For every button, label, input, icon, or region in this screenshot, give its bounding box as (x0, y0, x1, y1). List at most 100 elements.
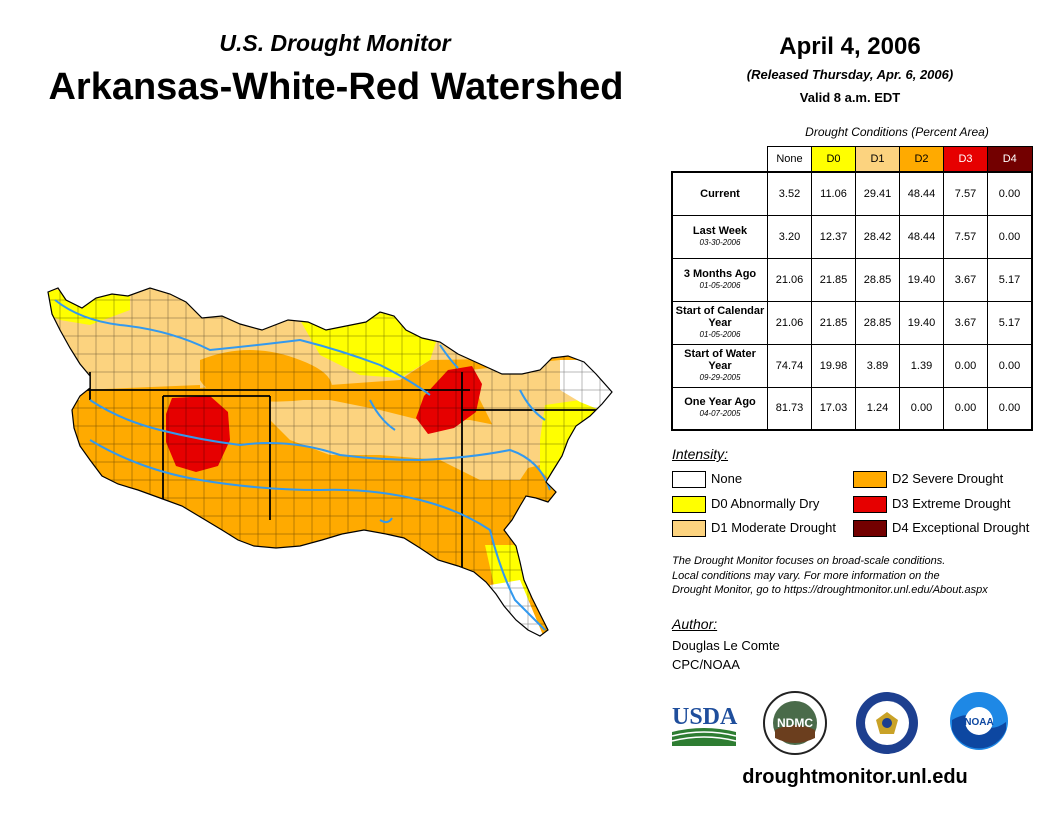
table-cell: 0.00 (899, 386, 944, 431)
table-cell: 0.00 (943, 343, 988, 388)
legend-label: D3 Extreme Drought (892, 496, 1011, 511)
legend-label: D2 Severe Drought (892, 471, 1004, 486)
table-cell: 28.85 (855, 300, 900, 345)
legend-label: D4 Exceptional Drought (892, 520, 1030, 535)
note-line-3: Drought Monitor, go to https://droughtmo… (672, 584, 988, 596)
header-d4: D4 (987, 146, 1033, 173)
disclaimer-note: The Drought Monitor focuses on broad-sca… (672, 554, 1042, 598)
row-label-text: One Year Ago (684, 396, 756, 409)
ndmc-logo-text: NDMC (777, 716, 813, 730)
table-cell: 3.67 (943, 300, 988, 345)
legend-label: D1 Moderate Drought (711, 520, 837, 535)
table-cell: 74.74 (767, 343, 812, 388)
row-label-text: Start of Calendar Year (675, 304, 765, 329)
table-row: One Year Ago 04-07-2005 81.73 17.03 1.24 0.00… (671, 386, 1033, 431)
table-cell: 28.85 (855, 257, 900, 302)
watershed-map (47, 287, 613, 637)
author-name: Douglas Le Comte (672, 638, 780, 653)
row-label: Current (671, 171, 768, 216)
table-cell: 21.85 (811, 300, 856, 345)
table-cell: 5.17 (987, 257, 1033, 302)
usda-logo: USDA (671, 704, 738, 746)
table-cell: 19.98 (811, 343, 856, 388)
table-cell: 7.57 (943, 171, 988, 216)
legend-title: Intensity: (672, 446, 729, 462)
table-caption: Drought Conditions (Percent Area) (805, 125, 989, 139)
table-row: Start of Calendar Year 01-05-2006 21.06 21.… (671, 300, 1033, 345)
table-cell: 21.85 (811, 257, 856, 302)
legend-swatch (672, 520, 706, 537)
table-cell: 21.06 (767, 257, 812, 302)
table-cell: 19.40 (899, 257, 944, 302)
legend-swatch (853, 496, 887, 513)
table-row: Last Week 03-30-2006 3.20 12.37 28.42 48.44 7.… (671, 214, 1033, 259)
table-cell: 12.37 (811, 214, 856, 259)
drought-conditions-table: None D0 D1 D2 D3 D4 Current 3.52 11.06 29.4… (671, 146, 1033, 431)
table-cell: 28.42 (855, 214, 900, 259)
table-row: Start of Water Year 09-29-2005 74.74 19.98 3… (671, 343, 1033, 388)
website-url[interactable]: droughtmonitor.unl.edu (742, 766, 968, 788)
table-cell: 0.00 (943, 386, 988, 431)
header-d2: D2 (899, 146, 944, 173)
row-label-text: 3 Months Ago (683, 267, 757, 280)
table-cell: 3.52 (767, 171, 812, 216)
table-cell: 29.41 (855, 171, 900, 216)
table-header-row: None D0 D1 D2 D3 D4 (672, 146, 1033, 173)
row-label-text: Current (700, 187, 740, 200)
row-label: Start of Calendar Year 01-05-2006 (671, 300, 768, 345)
table-cell: 3.20 (767, 214, 812, 259)
legend-swatch (672, 496, 706, 513)
table-cell: 3.89 (855, 343, 900, 388)
legend-swatch (672, 471, 706, 488)
header-d1: D1 (855, 146, 900, 173)
note-line-1: The Drought Monitor focuses on broad-sca… (672, 555, 946, 567)
table-cell: 19.40 (899, 300, 944, 345)
header-d0: D0 (811, 146, 856, 173)
table-cell: 81.73 (767, 386, 812, 431)
table-cell: 7.57 (943, 214, 988, 259)
header-none: None (767, 146, 812, 173)
table-cell: 48.44 (899, 171, 944, 216)
ndmc-logo: NDMC (763, 691, 827, 755)
row-label: Last Week 03-30-2006 (671, 214, 768, 259)
legend-swatch (853, 520, 887, 537)
legend-swatch (853, 471, 887, 488)
legend-label: D0 Abnormally Dry (711, 496, 820, 511)
table-cell: 11.06 (811, 171, 856, 216)
valid-time: Valid 8 a.m. EDT (799, 90, 901, 105)
row-date: 03-30-2006 (699, 237, 741, 247)
table-cell: 21.06 (767, 300, 812, 345)
usda-logo-text: USDA (672, 704, 738, 730)
row-label: Start of Water Year 09-29-2005 (671, 343, 768, 388)
legend-label: None (711, 471, 743, 486)
table-cell: 0.00 (987, 386, 1033, 431)
author-org: CPC/NOAA (672, 657, 740, 672)
map-subtitle: U.S. Drought Monitor (219, 30, 451, 56)
row-date: 01-05-2006 (699, 329, 741, 339)
table-cell: 0.00 (987, 343, 1033, 388)
note-line-2: Local conditions may vary. For more info… (672, 569, 940, 582)
noaa-logo-text: NOAA (964, 717, 993, 728)
author-title: Author: (672, 616, 718, 632)
row-date: 04-07-2005 (699, 409, 741, 419)
table-row: 3 Months Ago 01-05-2006 21.06 21.85 28.85 19.… (671, 257, 1033, 302)
table-cell: 0.00 (987, 214, 1033, 259)
release-date: (Released Thursday, Apr. 6, 2006) (746, 67, 954, 82)
table-cell: 17.03 (811, 386, 856, 431)
noaa-logo: NOAA (950, 692, 1008, 750)
row-label: One Year Ago 04-07-2005 (671, 386, 768, 431)
row-label-text: Start of Water Year (684, 347, 756, 372)
table-cell: 0.00 (987, 171, 1033, 216)
row-date: 09-29-2005 (699, 372, 741, 382)
map-date: April 4, 2006 (779, 33, 921, 60)
row-date: 01-05-2006 (699, 280, 741, 290)
row-label-text: Last Week (692, 224, 748, 237)
table-row: Current 3.52 11.06 29.41 48.44 7.57 0.00 (671, 171, 1033, 216)
table-cell: 1.39 (899, 343, 944, 388)
table-cell: 48.44 (899, 214, 944, 259)
row-label: 3 Months Ago 01-05-2006 (671, 257, 768, 302)
table-cell: 5.17 (987, 300, 1033, 345)
commerce-seal-icon (856, 692, 918, 754)
table-cell: 1.24 (855, 386, 900, 431)
header-d3: D3 (943, 146, 988, 173)
